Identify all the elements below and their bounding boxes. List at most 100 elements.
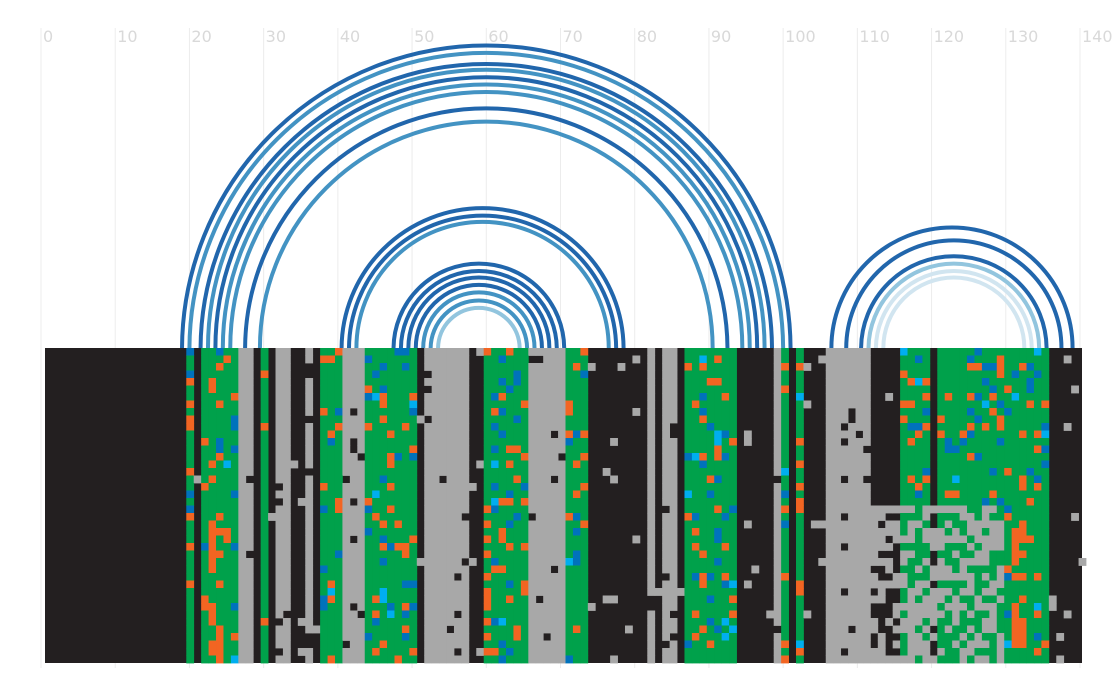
alignment-cell: [327, 633, 336, 641]
alignment-cell: [513, 655, 522, 664]
alignment-cell: [357, 385, 366, 394]
alignment-cell: [550, 415, 559, 424]
alignment-cell: [952, 438, 960, 446]
alignment-cell: [372, 468, 381, 476]
alignment-cell: [550, 438, 559, 446]
alignment-cell: [974, 655, 983, 664]
alignment-cell: [580, 430, 589, 439]
alignment-cell: [1041, 378, 1050, 386]
alignment-cell: [223, 430, 232, 439]
alignment-cell: [885, 505, 894, 514]
alignment-cell: [922, 580, 931, 589]
alignment-cell: [1011, 603, 1020, 611]
alignment-cell: [245, 348, 254, 356]
alignment-cell: [840, 573, 849, 581]
alignment-cell: [1019, 490, 1027, 499]
alignment-cell: [498, 468, 507, 476]
alignment-cell: [900, 520, 908, 529]
alignment-cell: [981, 633, 990, 641]
alignment-cell: [320, 573, 328, 581]
alignment-cell: [245, 393, 254, 401]
alignment-cell: [907, 625, 916, 634]
alignment-cell: [387, 550, 395, 559]
alignment-cell: [1033, 573, 1042, 581]
alignment-cell: [401, 378, 410, 386]
alignment-cell: [647, 633, 656, 641]
alignment-cell: [498, 400, 507, 409]
alignment-cell: [387, 453, 395, 461]
alignment-cell: [914, 558, 923, 566]
alignment-cell: [572, 415, 581, 424]
alignment-cell: [781, 520, 789, 529]
alignment-cell: [520, 565, 529, 574]
alignment-cell: [558, 363, 566, 371]
alignment-cell: [431, 385, 440, 394]
alignment-cell: [461, 438, 470, 446]
alignment-cell: [952, 453, 960, 461]
alignment-cell: [230, 468, 239, 476]
alignment-cell: [282, 468, 291, 476]
alignment-cell: [327, 363, 336, 371]
alignment-cell: [848, 610, 856, 619]
alignment-cell: [528, 453, 537, 461]
alignment-cell: [989, 580, 998, 589]
alignment-cell: [959, 610, 968, 619]
alignment-cell: [729, 415, 737, 424]
alignment-cell: [506, 445, 514, 454]
alignment-cell: [1004, 438, 1013, 446]
alignment-cell: [349, 580, 358, 589]
alignment-cell: [892, 528, 901, 536]
alignment-cell: [721, 468, 730, 476]
alignment-cell: [699, 430, 708, 439]
alignment-cell: [885, 543, 894, 551]
alignment-cell: [565, 655, 574, 664]
alignment-cell: [892, 573, 901, 581]
alignment-cell: [944, 423, 953, 431]
alignment-cell: [372, 550, 381, 559]
alignment-cell: [706, 505, 715, 514]
alignment-cell: [320, 610, 328, 619]
alignment-cell: [223, 355, 232, 364]
alignment-cell: [379, 363, 388, 371]
alignment-cell: [446, 468, 455, 476]
alignment-cell: [1011, 595, 1020, 604]
arc: [859, 254, 1049, 349]
alignment-cell: [580, 498, 589, 506]
alignment-cell: [275, 573, 284, 581]
alignment-cell: [944, 565, 953, 574]
alignment-cell: [729, 468, 737, 476]
alignment-cell: [513, 348, 522, 356]
alignment-cell: [714, 445, 723, 454]
alignment-cell: [669, 588, 678, 596]
alignment-cell: [1019, 580, 1027, 589]
alignment-cell: [848, 385, 856, 394]
alignment-cell: [320, 490, 328, 499]
alignment-cell: [513, 400, 522, 409]
alignment-cell: [862, 603, 871, 611]
alignment-cell: [201, 430, 209, 439]
alignment-cell: [996, 625, 1005, 634]
alignment-cell: [974, 378, 983, 386]
x-tick-label: 50: [414, 27, 434, 46]
alignment-cell: [208, 385, 217, 394]
alignment-cell: [647, 543, 656, 551]
alignment-cell: [967, 408, 975, 416]
alignment-cell: [223, 588, 232, 596]
alignment-cell: [602, 468, 611, 476]
alignment-cell: [216, 490, 224, 499]
alignment-cell: [944, 550, 953, 559]
alignment-cell: [550, 370, 559, 379]
alignment-cell: [216, 520, 224, 529]
arc: [873, 268, 1034, 349]
alignment-cell: [439, 513, 447, 521]
alignment-cell: [401, 573, 410, 581]
alignment-cell: [245, 655, 254, 664]
alignment-cell: [967, 378, 975, 386]
alignment-cell: [342, 648, 351, 656]
alignment-cell: [394, 588, 403, 596]
alignment-cell: [1041, 453, 1050, 461]
alignment-cell: [981, 475, 990, 484]
alignment-cell: [543, 415, 552, 424]
alignment-cell: [379, 355, 388, 364]
alignment-cell: [952, 520, 960, 529]
